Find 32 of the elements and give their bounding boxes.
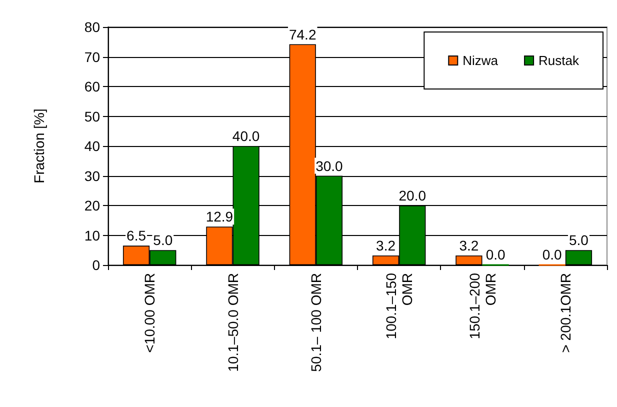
data-label: 5.0 <box>153 232 173 248</box>
bar <box>565 250 592 265</box>
y-tick-label: 20 <box>84 198 100 214</box>
data-label: 5.0 <box>568 232 589 248</box>
data-label: 20.0 <box>398 188 426 204</box>
x-tick-label: 150.1–200 OMR <box>466 272 498 340</box>
y-tick-label: 0 <box>92 257 100 273</box>
y-tick-label: 10 <box>84 227 100 244</box>
y-tick-label: 50 <box>84 108 100 124</box>
x-tick-label: <10.00 OMR <box>142 273 158 353</box>
data-label: 40.0 <box>232 128 260 144</box>
data-label: 30.0 <box>316 158 344 174</box>
y-tick-label: 60 <box>84 78 100 94</box>
legend-label: Nizwa <box>462 53 499 68</box>
data-label: 6.5 <box>126 228 146 244</box>
y-tick-label: 40 <box>84 138 100 154</box>
x-tick-label: 100.1–150 OMR <box>383 272 416 340</box>
bar <box>456 255 482 265</box>
y-tick-label: 70 <box>84 48 100 65</box>
data-label: 3.2 <box>376 237 396 254</box>
x-tick-label: 10.1–50.0 OMR <box>224 273 241 372</box>
legend-label: Rustak <box>538 53 580 68</box>
x-tick-label: > 200.1OMR <box>557 273 574 353</box>
y-tick-label: 30 <box>84 168 100 184</box>
y-tick-label: 80 <box>84 19 100 35</box>
data-label: 74.2 <box>288 26 316 42</box>
data-label: 12.9 <box>206 208 234 225</box>
data-label: 0.0 <box>486 246 506 262</box>
x-tick-label: 50.1– 100 OMR <box>308 273 324 372</box>
data-label: 3.2 <box>459 237 479 254</box>
y-axis-title: Fraction [%] <box>31 108 47 184</box>
data-label: 0.0 <box>542 246 562 262</box>
